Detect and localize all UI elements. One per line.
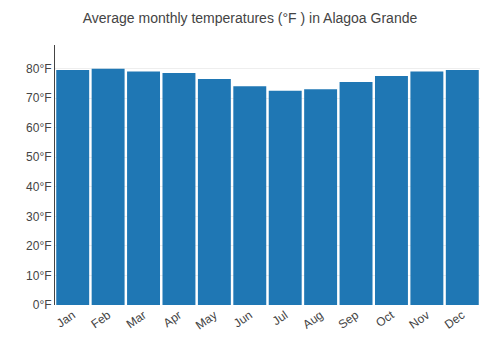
svg-text:Jul: Jul (270, 308, 291, 328)
svg-text:Oct: Oct (373, 308, 397, 331)
svg-text:Jun: Jun (231, 308, 255, 331)
svg-text:Average monthly temperatures (: Average monthly temperatures (°F ) in Al… (83, 10, 418, 26)
svg-text:40°F: 40°F (26, 180, 51, 194)
svg-text:10°F: 10°F (26, 269, 51, 283)
svg-text:Mar: Mar (124, 308, 149, 331)
svg-text:Nov: Nov (407, 308, 433, 332)
svg-text:May: May (193, 308, 220, 332)
svg-text:Sep: Sep (336, 308, 362, 332)
svg-text:Aug: Aug (300, 308, 326, 332)
svg-text:70°F: 70°F (26, 91, 51, 105)
svg-text:50°F: 50°F (26, 150, 51, 164)
svg-text:60°F: 60°F (26, 121, 51, 135)
svg-text:0°F: 0°F (33, 298, 52, 312)
svg-text:Apr: Apr (161, 308, 184, 330)
svg-text:Dec: Dec (442, 308, 468, 332)
svg-text:20°F: 20°F (26, 239, 51, 253)
svg-text:80°F: 80°F (26, 62, 51, 76)
svg-text:30°F: 30°F (26, 210, 51, 224)
svg-text:Jan: Jan (54, 308, 78, 331)
svg-text:Feb: Feb (88, 308, 113, 332)
